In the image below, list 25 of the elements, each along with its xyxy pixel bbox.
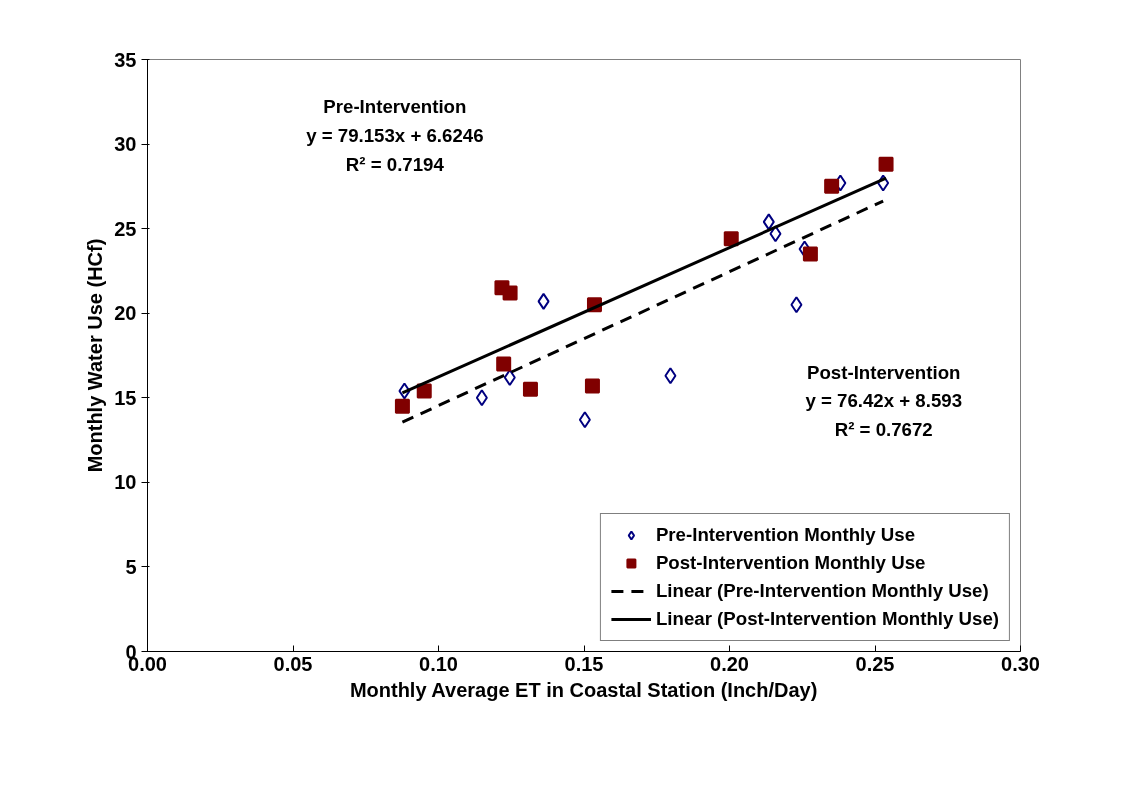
- y-tick-label: 10: [114, 471, 137, 494]
- x-tick-label: 0.15: [564, 652, 604, 675]
- annotation: R² = 0.7194: [345, 153, 445, 175]
- y-tick-label: 25: [114, 217, 137, 240]
- annotation: Post-Intervention: [807, 361, 961, 383]
- y-tick-label: 20: [114, 302, 137, 325]
- y-tick-label: 15: [114, 386, 137, 409]
- annotation: R² = 0.7672: [834, 419, 933, 441]
- x-axis-title: Monthly Average ET in Coastal Station (Inch/Day): [349, 678, 818, 701]
- x-tick-label: 0.10: [419, 652, 458, 675]
- legend-label: Linear (Post-Intervention Monthly Use): [655, 608, 999, 630]
- x-tick-label: 0.20: [710, 652, 749, 675]
- legend-label: Pre-Intervention Monthly Use: [655, 524, 916, 546]
- x-tick-label: 0.30: [1001, 652, 1040, 675]
- annotation: y = 79.153x + 6.6246: [306, 124, 484, 146]
- y-tick-label: 5: [125, 555, 137, 578]
- y-tick-label: 35: [114, 48, 137, 71]
- y-axis-title: Monthly Water Use (HCf): [84, 238, 107, 473]
- y-tick-label: 30: [114, 133, 137, 156]
- annotation: y = 76.42x + 8.593: [805, 390, 963, 412]
- legend-label: Post-Intervention Monthly Use: [655, 552, 926, 574]
- x-tick-label: 0.25: [855, 652, 895, 675]
- x-tick-label: 0.05: [273, 652, 313, 675]
- legend-label: Linear (Pre-Intervention Monthly Use): [655, 580, 989, 602]
- annotation: Pre-Intervention: [323, 96, 467, 118]
